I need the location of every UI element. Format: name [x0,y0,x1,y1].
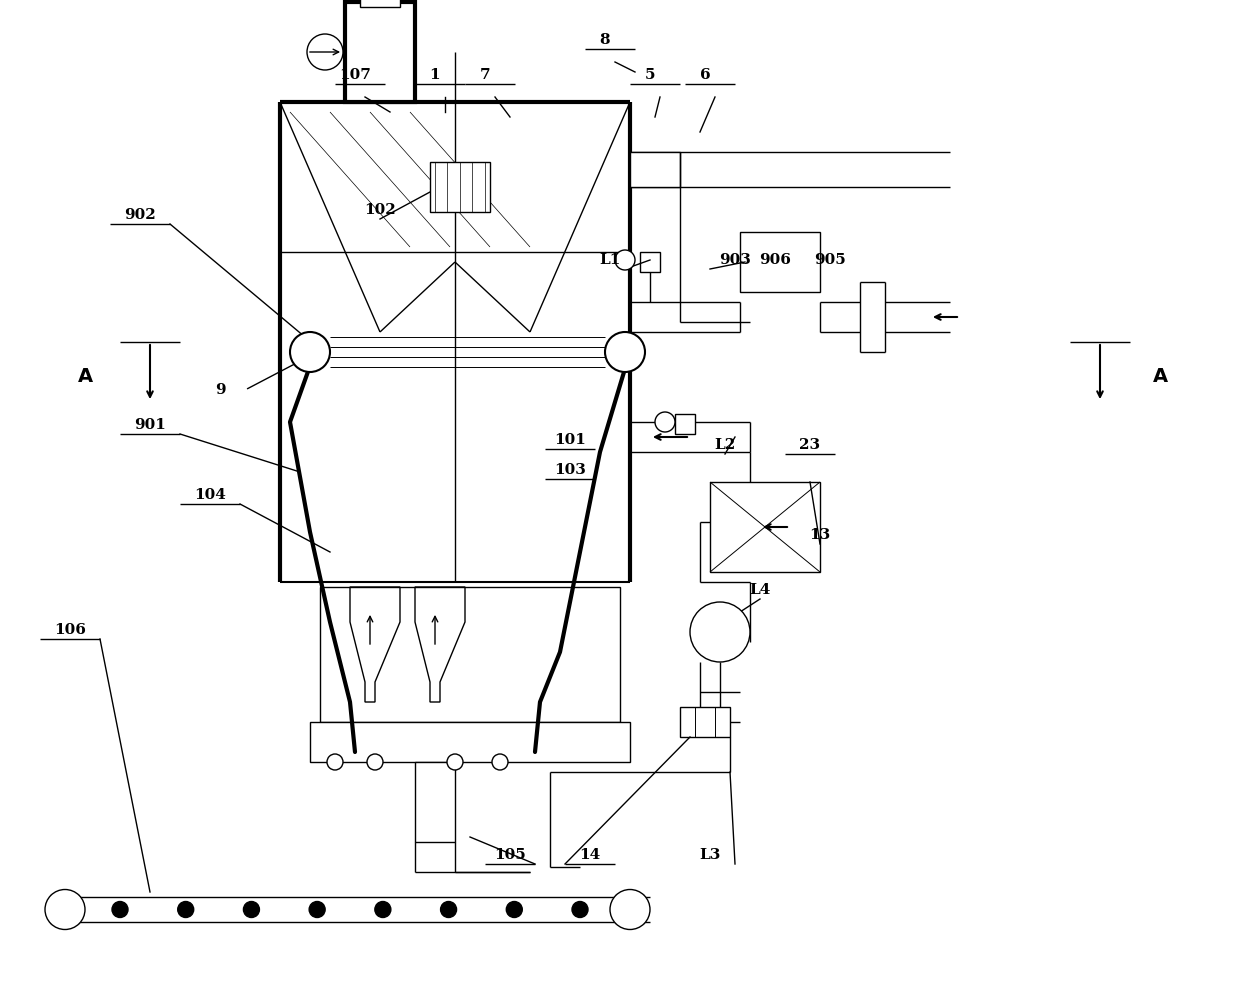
Circle shape [492,754,508,770]
Text: L4: L4 [749,583,771,597]
Text: 101: 101 [554,433,587,447]
Text: A: A [77,368,93,387]
Circle shape [327,754,343,770]
Bar [415,762,455,842]
Bar [430,162,490,212]
Circle shape [308,34,343,70]
Text: 106: 106 [55,623,86,637]
Circle shape [655,412,675,432]
Text: L1: L1 [599,253,621,267]
Text: 5: 5 [645,68,655,82]
Bar [680,707,730,737]
Text: 7: 7 [480,68,490,82]
Text: 105: 105 [494,848,526,862]
Text: 901: 901 [134,418,166,432]
Circle shape [605,332,645,372]
Text: L2: L2 [714,438,735,452]
Bar [310,722,630,762]
Circle shape [572,902,588,918]
Circle shape [615,250,635,270]
Text: 13: 13 [810,528,831,542]
Bar [630,152,680,187]
Circle shape [506,902,522,918]
Text: 6: 6 [699,68,711,82]
Circle shape [374,902,391,918]
Bar [360,0,401,7]
Circle shape [45,890,86,930]
Circle shape [243,902,259,918]
Circle shape [367,754,383,770]
Circle shape [290,332,330,372]
Bar [320,587,620,722]
Bar [640,252,660,272]
Text: 905: 905 [815,253,846,267]
Bar [675,414,694,434]
Text: 102: 102 [365,203,396,217]
Circle shape [112,902,128,918]
Text: A: A [1152,368,1168,387]
Text: 906: 906 [759,253,791,267]
Circle shape [440,902,456,918]
Circle shape [177,902,193,918]
Text: 1: 1 [430,68,440,82]
Text: 9: 9 [215,383,226,397]
Bar [345,2,415,102]
Text: 903: 903 [719,253,751,267]
Text: 104: 104 [195,488,226,502]
Text: 902: 902 [124,208,156,222]
Circle shape [610,890,650,930]
Circle shape [446,754,463,770]
Circle shape [309,902,325,918]
Circle shape [689,602,750,662]
Text: 103: 103 [554,463,587,477]
Text: 23: 23 [800,438,821,452]
Text: 8: 8 [600,33,610,47]
Bar [711,482,820,572]
Text: 14: 14 [579,848,600,862]
Text: L3: L3 [699,848,720,862]
Text: 107: 107 [339,68,371,82]
Bar [740,232,820,292]
